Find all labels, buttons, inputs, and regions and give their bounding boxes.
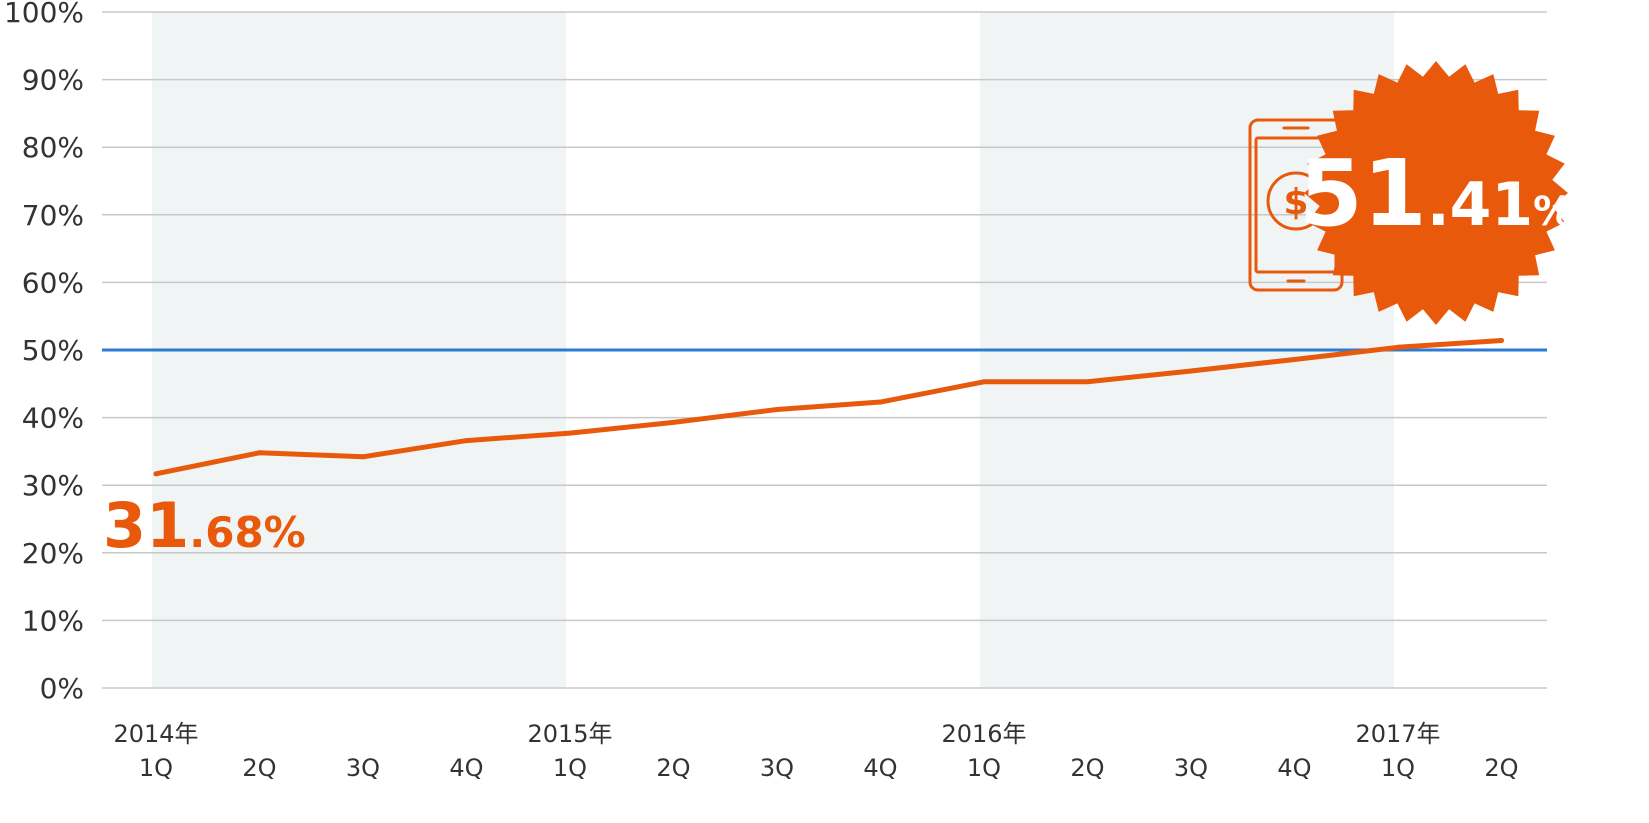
data-point — [1499, 337, 1504, 343]
svg-text:$: $ — [1283, 182, 1308, 223]
x-tick-quarter: 2Q — [656, 754, 690, 782]
x-tick-quarter: 3Q — [1174, 754, 1208, 782]
end-value-annotation: 51.41% — [1299, 140, 1573, 247]
y-tick-label: 60% — [22, 266, 84, 299]
x-tick-quarter: 3Q — [346, 754, 380, 782]
x-tick-year: 2014年 — [113, 720, 198, 748]
x-tick-quarter: 1Q — [967, 754, 1001, 782]
end-value-unit: % — [1533, 189, 1573, 235]
data-point — [567, 430, 573, 436]
x-tick-quarter: 4Q — [1277, 754, 1311, 782]
start-value-annotation: 31.68% — [103, 489, 306, 562]
x-tick-quarter: 4Q — [863, 754, 897, 782]
y-tick-label: 80% — [22, 131, 84, 164]
data-point — [153, 471, 159, 477]
data-point — [464, 438, 469, 444]
data-point — [360, 454, 366, 460]
series-line — [153, 337, 1504, 477]
end-value-dec: .41 — [1427, 170, 1533, 240]
y-axis-ticks: 0% 10% 20% 30% 40% 50% 60% 70% 80% 90% 100% — [4, 0, 84, 705]
y-tick-label: 90% — [22, 64, 84, 97]
x-tick-quarter: 1Q — [139, 754, 173, 782]
series-group — [153, 337, 1504, 477]
x-tick-quarter: 2Q — [1070, 754, 1104, 782]
x-tick-year: 2017年 — [1355, 720, 1440, 748]
end-value-badge: 51.41% — [1299, 61, 1573, 325]
x-axis-ticks: 2014年 1Q 2Q 3Q 4Q 2015年 1Q 2Q 3Q 4Q 2016年 1Q 2Q 3Q 4Q 2… — [113, 720, 1518, 782]
y-tick-label: 50% — [22, 334, 84, 367]
start-value-int: 31 — [103, 489, 189, 562]
data-point — [774, 406, 780, 412]
x-tick-quarter: 1Q — [1381, 754, 1415, 782]
data-point — [1188, 368, 1194, 374]
x-tick-quarter: 4Q — [449, 754, 483, 782]
data-point — [1395, 344, 1401, 350]
x-tick-quarter: 2Q — [242, 754, 276, 782]
x-tick-year: 2015年 — [527, 720, 612, 748]
data-point — [671, 419, 676, 425]
y-tick-label: 40% — [22, 402, 84, 435]
data-point — [1085, 379, 1090, 385]
y-tick-label: 100% — [4, 0, 84, 29]
y-tick-label: 70% — [22, 199, 84, 232]
y-tick-label: 30% — [22, 469, 84, 502]
data-point — [257, 450, 262, 456]
badge-starburst — [1304, 61, 1568, 325]
x-tick-year: 2016年 — [941, 720, 1026, 748]
start-value-dec: .68% — [189, 508, 305, 557]
x-tick-quarter: 1Q — [553, 754, 587, 782]
y-tick-label: 10% — [22, 604, 84, 637]
x-tick-quarter: 2Q — [1484, 754, 1518, 782]
data-point — [878, 399, 883, 405]
y-tick-label: 0% — [40, 672, 84, 705]
data-point — [1292, 356, 1297, 362]
y-tick-label: 20% — [22, 537, 84, 570]
end-value-int: 51 — [1299, 140, 1427, 247]
x-tick-quarter: 3Q — [760, 754, 794, 782]
data-point — [981, 379, 987, 385]
